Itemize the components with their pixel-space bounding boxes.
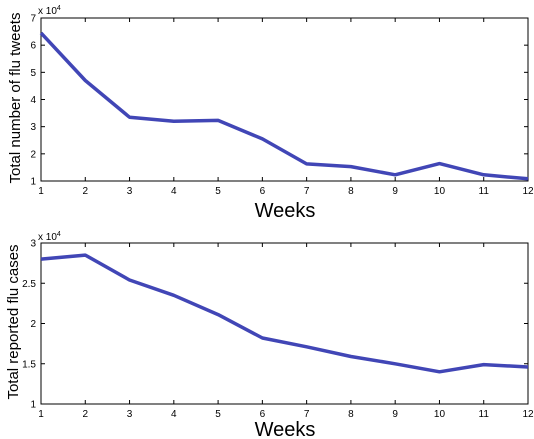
tweets-ytick-label: 3 xyxy=(30,122,36,133)
tweets-xtick-label: 4 xyxy=(171,186,177,197)
tweets-xtick-label: 2 xyxy=(82,186,88,197)
cases-plot-frame xyxy=(40,242,529,405)
tweets-xtick-label: 12 xyxy=(522,186,534,197)
tweets-xtick-label: 8 xyxy=(348,186,354,197)
cases-xtick-label: 7 xyxy=(304,409,310,420)
tweets-ytick-label: 5 xyxy=(30,68,36,79)
tweets-exponent: x 104 xyxy=(38,5,61,17)
tweets-xtick-label: 3 xyxy=(127,186,133,197)
tweets-x-ticks: 1 2 3 4 5 6 7 8 9 10 11 12 xyxy=(38,18,534,197)
cases-ytick-label: 3 xyxy=(30,239,36,250)
tweets-xtick-label: 9 xyxy=(392,186,398,197)
cases-xtick-label: 1 xyxy=(38,409,44,420)
cases-xtick-label: 6 xyxy=(260,409,266,420)
tweets-ytick-label: 2 xyxy=(30,149,36,160)
tweets-ytick-label: 1 xyxy=(30,177,36,188)
tweets-ytick-label: 7 xyxy=(30,14,36,25)
tweets-y-axis-label: Total number of flu tweets xyxy=(7,13,24,184)
tweets-xtick-label: 5 xyxy=(215,186,221,197)
cases-ytick-label: 1 xyxy=(30,400,36,411)
cases-xtick-label: 5 xyxy=(215,409,221,420)
cases-exponent: x 104 xyxy=(38,231,61,243)
cases-xtick-label: 11 xyxy=(479,409,490,420)
cases-xtick-label: 8 xyxy=(348,409,354,420)
cases-x-axis-label: Weeks xyxy=(255,419,316,439)
cases-xtick-label: 10 xyxy=(434,409,446,420)
tweets-xtick-label: 7 xyxy=(304,186,310,197)
cases-xtick-label: 4 xyxy=(171,409,177,420)
tweets-plot-frame xyxy=(40,17,529,182)
tweets-ytick-label: 6 xyxy=(30,41,36,52)
cases-y-axis-label: Total reported flu cases xyxy=(5,244,22,399)
tweets-xtick-label: 10 xyxy=(434,186,446,197)
cases-series-line xyxy=(40,253,529,374)
cases-xtick-label: 3 xyxy=(127,409,133,420)
cases-x-ticks: 1 2 3 4 5 6 7 8 9 10 11 12 xyxy=(38,243,534,420)
tweets-series-line xyxy=(39,31,529,181)
tweets-xtick-label: 1 xyxy=(38,186,44,197)
cases-xtick-label: 9 xyxy=(392,409,398,420)
cases-xtick-label: 2 xyxy=(82,409,88,420)
tweets-y-ticks: 1 2 3 4 5 6 7 xyxy=(30,14,528,188)
tweets-xtick-label: 11 xyxy=(479,186,490,197)
cases-y-ticks: 1 1.5 2 2.5 3 xyxy=(22,239,528,411)
cases-ytick-label: 1.5 xyxy=(22,359,36,370)
tweets-x-axis-label: Weeks xyxy=(255,200,316,222)
tweets-ytick-label: 4 xyxy=(30,95,36,106)
cases-ytick-label: 2 xyxy=(30,319,36,330)
tweets-xtick-label: 6 xyxy=(260,186,266,197)
cases-ytick-label: 2.5 xyxy=(22,279,36,290)
cases-xtick-label: 12 xyxy=(522,409,534,420)
cases-chart: 11.522.53 1 2 3 4 5 6 7 8 9 10 11 12 x 104 Total re… xyxy=(5,231,534,439)
